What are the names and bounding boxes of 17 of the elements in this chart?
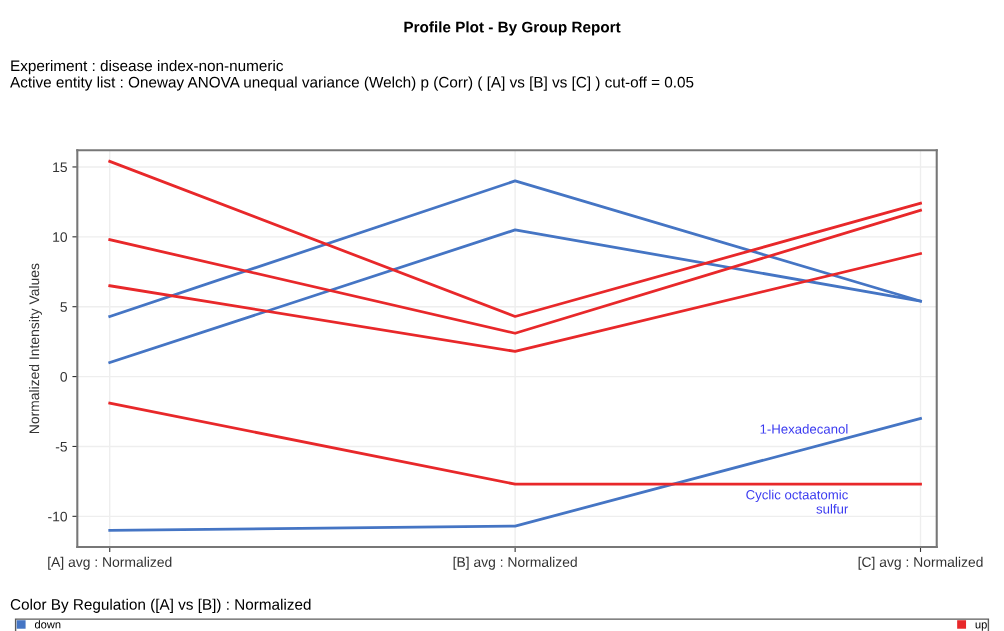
series-label: 1-Hexadecanol [760, 424, 848, 434]
legend-label: up [975, 622, 987, 631]
chart-title: Profile Plot - By Group Report [404, 21, 621, 36]
y-tick-label: 0 [60, 371, 68, 382]
y-tick-label: 15 [53, 162, 68, 173]
legend-label: down [34, 620, 61, 629]
series-label: Cyclic octaatomic sulfur [746, 489, 849, 514]
y-tick-label: -10 [48, 511, 68, 522]
x-tick-label: [C] avg : Normalized [858, 556, 983, 570]
x-tick-label: [B] avg : Normalized [453, 556, 577, 570]
y-tick-label: -5 [55, 441, 67, 452]
y-tick-label: 10 [53, 232, 68, 242]
legend-title: Color By Regulation ([A] vs [B]) : Normalized [10, 598, 311, 613]
x-tick-label: [A] avg : Normalized [48, 556, 172, 570]
y-axis-title: Normalized Intensity Values [29, 263, 42, 434]
y-tick-label: 5 [60, 302, 67, 312]
chart-subtitle: Experiment : disease index-non-numeric Active entity list : Oneway ANOVA unequal variance (Welch) p (Corr) ( [A] vs [B] vs [C] ) cut-off = 0.05 [10, 59, 694, 91]
